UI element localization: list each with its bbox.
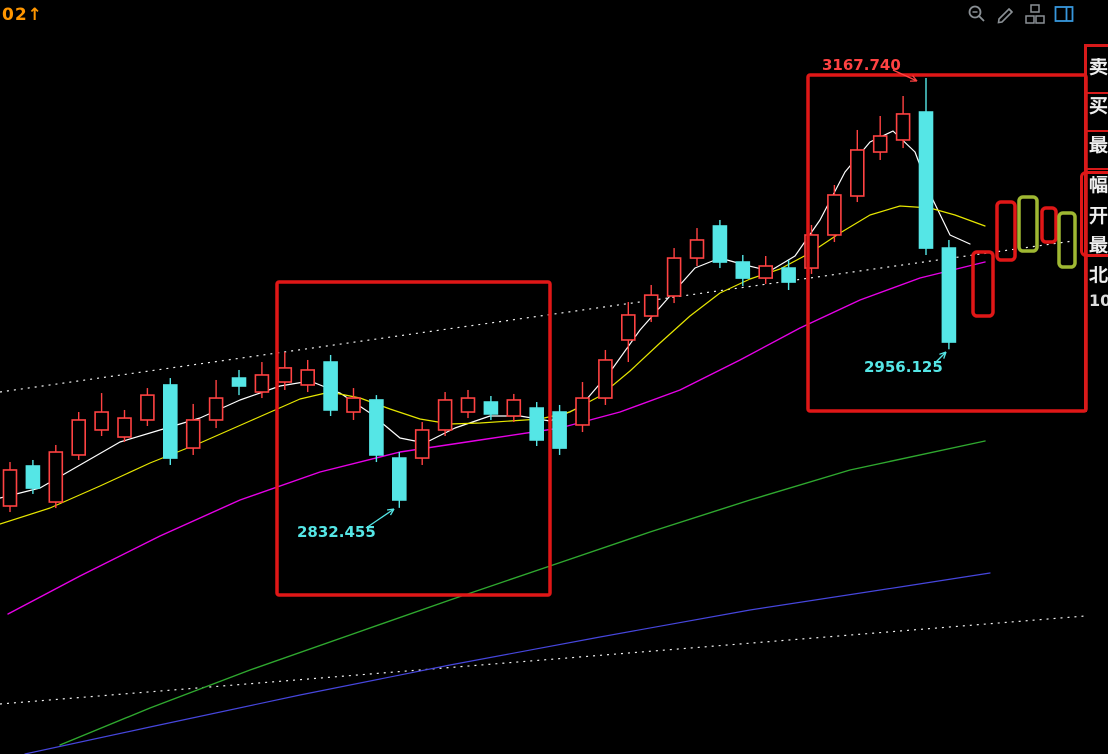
candle-body bbox=[918, 111, 934, 249]
label-arrowhead bbox=[939, 351, 947, 355]
label-arrow bbox=[933, 351, 947, 365]
candle-body bbox=[689, 239, 705, 259]
price-label-low-left: 2832.455 bbox=[297, 523, 376, 541]
panel-separator-line bbox=[1084, 44, 1108, 47]
candle-body bbox=[529, 407, 545, 441]
corner-ticker-label: 02↑ bbox=[2, 5, 43, 25]
chart-toolbar bbox=[966, 3, 1075, 25]
candle-body bbox=[872, 135, 888, 153]
candle-body bbox=[2, 469, 18, 507]
quote-row-change: 幅 bbox=[1089, 176, 1108, 195]
candle-body bbox=[552, 411, 567, 449]
label-arrow bbox=[365, 508, 395, 529]
label-arrowhead bbox=[389, 508, 395, 516]
panel-separator-line bbox=[1084, 168, 1108, 170]
candle-body bbox=[25, 465, 41, 489]
drawn-candle-annotation bbox=[971, 250, 995, 318]
panel-separator-line bbox=[1084, 92, 1108, 94]
candle-body bbox=[849, 149, 865, 197]
panel-layout-icon[interactable] bbox=[1053, 3, 1075, 25]
quote-row-buy: 买 bbox=[1089, 97, 1108, 116]
candle-body bbox=[323, 361, 338, 411]
quote-row-high: 最 bbox=[1089, 136, 1108, 155]
candle-body bbox=[48, 451, 64, 503]
ma-green-line bbox=[59, 440, 986, 746]
candle-body bbox=[346, 397, 361, 413]
label-arrowhead bbox=[912, 75, 918, 82]
candle-body bbox=[94, 411, 109, 431]
panel-highlight-annotation-box bbox=[1080, 171, 1108, 257]
candle-body bbox=[506, 399, 522, 417]
candle-body bbox=[758, 265, 774, 279]
quote-row-low: 最 bbox=[1089, 236, 1108, 255]
candle-body bbox=[185, 419, 201, 449]
candle-body bbox=[895, 113, 911, 141]
ma-blue-line bbox=[24, 572, 991, 754]
candle-body bbox=[369, 399, 384, 456]
candle-body bbox=[643, 294, 659, 317]
price-label-high: 3167.740 bbox=[822, 56, 901, 74]
candle-body bbox=[620, 314, 636, 341]
multi-window-icon[interactable] bbox=[1024, 3, 1046, 25]
candle-body bbox=[575, 397, 590, 426]
candle-body bbox=[140, 394, 155, 421]
candle-body bbox=[735, 261, 751, 279]
candle-body bbox=[117, 417, 132, 438]
quote-row-open: 开 bbox=[1089, 207, 1108, 226]
candle-body bbox=[712, 225, 728, 263]
candle-body bbox=[437, 399, 453, 431]
candle-body bbox=[254, 374, 270, 393]
candle-body bbox=[483, 401, 499, 415]
zoom-icon[interactable] bbox=[966, 3, 988, 25]
drawn-candle-annotation bbox=[1040, 206, 1058, 244]
quote-row-sell: 卖 bbox=[1089, 58, 1108, 77]
candle-body bbox=[300, 369, 316, 386]
candle-body bbox=[598, 359, 613, 399]
candle-body bbox=[231, 377, 247, 387]
price-label-low-right: 2956.125 bbox=[864, 358, 943, 376]
candle-body bbox=[208, 397, 224, 421]
label-arrowhead bbox=[386, 508, 395, 511]
drawn-candle-annotation bbox=[1057, 211, 1077, 269]
candle-body bbox=[71, 419, 86, 456]
quote-row-value: 10 bbox=[1089, 293, 1108, 309]
label-arrow bbox=[892, 69, 918, 82]
candle-body bbox=[460, 397, 476, 413]
candle-body bbox=[391, 457, 407, 501]
candle-body bbox=[781, 267, 796, 283]
candle-body bbox=[941, 247, 957, 343]
drawn-candle-annotation bbox=[995, 200, 1017, 262]
panel-separator-line bbox=[1084, 130, 1108, 132]
candle-body bbox=[666, 257, 682, 297]
annotation-box bbox=[275, 280, 552, 597]
candle-body bbox=[827, 194, 842, 236]
draw-pencil-icon[interactable] bbox=[995, 3, 1017, 25]
drawn-candle-annotation bbox=[1017, 195, 1039, 253]
candle-body bbox=[277, 367, 293, 383]
panel-border-line bbox=[1084, 44, 1087, 412]
label-arrowhead bbox=[943, 351, 947, 359]
candle-body bbox=[163, 384, 178, 459]
quote-row-north: 北 bbox=[1089, 266, 1108, 285]
candle-body bbox=[414, 429, 430, 459]
